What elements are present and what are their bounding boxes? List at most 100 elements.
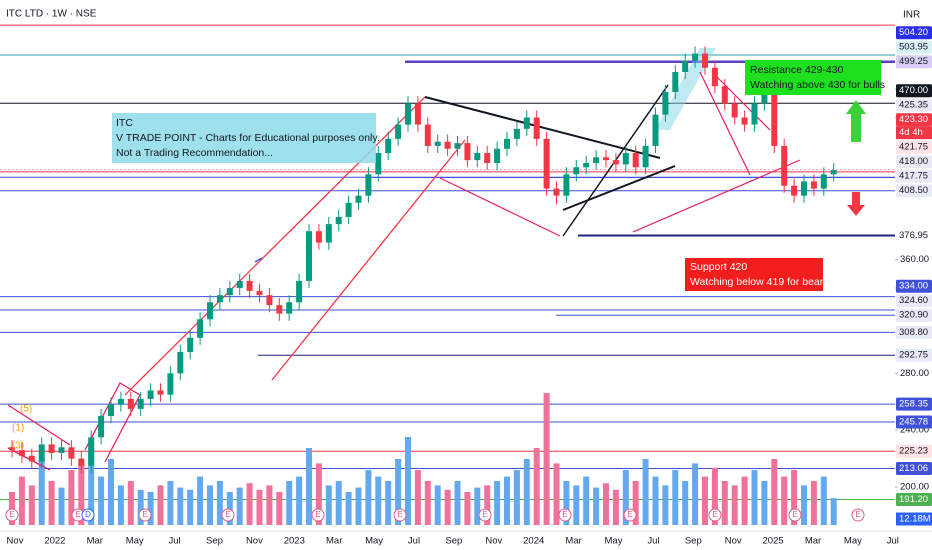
price-label-text: 191.20 bbox=[899, 494, 928, 505]
x-tick-label: Nov bbox=[485, 536, 502, 547]
candle-body bbox=[563, 174, 570, 196]
earnings-marker-bg bbox=[221, 508, 235, 522]
candle-body bbox=[345, 202, 352, 217]
price-label-text: 418.00 bbox=[899, 156, 928, 167]
candle-body bbox=[652, 114, 659, 146]
price-label: 334.00 bbox=[896, 279, 932, 293]
price-label-text: 258.35 bbox=[899, 399, 928, 410]
earnings-marker: E bbox=[627, 510, 632, 519]
earnings-marker-bg bbox=[788, 508, 802, 522]
info-text: Not a Trading Recommendation... bbox=[116, 147, 273, 159]
channel-fill bbox=[655, 48, 716, 130]
volume-bar bbox=[751, 470, 758, 525]
volume-bar bbox=[355, 487, 362, 525]
x-tick-label: Mar bbox=[87, 536, 103, 547]
candle-body bbox=[583, 162, 590, 168]
x-tick-label: May bbox=[844, 536, 862, 547]
volume-bar bbox=[434, 485, 441, 525]
candle-body bbox=[58, 447, 65, 453]
volume-bar bbox=[167, 481, 174, 525]
countdown: 4d 4h bbox=[899, 127, 923, 138]
price-label: 308.80 bbox=[896, 325, 932, 339]
candle-body bbox=[612, 160, 619, 165]
candle-body bbox=[9, 447, 15, 451]
wave-label: (5) bbox=[20, 404, 32, 415]
volume-bar bbox=[58, 487, 65, 525]
price-label-text: 408.50 bbox=[899, 185, 928, 196]
earnings-marker: E bbox=[562, 510, 567, 519]
candle-body bbox=[513, 128, 520, 139]
candle-body bbox=[454, 143, 461, 149]
x-tick-label: Mar bbox=[326, 536, 342, 547]
volume-bar bbox=[444, 489, 451, 525]
candle-body bbox=[593, 157, 600, 163]
candle-body bbox=[494, 148, 501, 163]
earnings-marker: E bbox=[855, 510, 860, 519]
price-label-text: 499.25 bbox=[899, 56, 928, 67]
candle-body bbox=[177, 352, 184, 374]
candle-body bbox=[117, 398, 124, 405]
volume-label-box bbox=[896, 512, 932, 526]
price-label: 499.25 bbox=[896, 55, 932, 69]
price-label-text: 423.30 bbox=[899, 114, 928, 125]
earnings-marker-bg bbox=[138, 508, 152, 522]
price-label-text: 225.23 bbox=[899, 446, 928, 457]
price-label-box bbox=[896, 444, 932, 458]
volume-bar bbox=[325, 485, 332, 525]
resistance-text: Watching above 430 for bulls bbox=[750, 79, 885, 91]
volume-bar bbox=[513, 470, 520, 525]
earnings-marker: E bbox=[712, 510, 717, 519]
candle-body bbox=[533, 117, 540, 139]
price-label-box bbox=[896, 155, 932, 169]
candle-body bbox=[810, 181, 817, 189]
volume-bar bbox=[771, 459, 778, 525]
x-tick-label: 2022 bbox=[44, 536, 65, 547]
volume-bar bbox=[48, 481, 55, 525]
resistance-box: Resistance 429-430 Watching above 430 fo… bbox=[745, 60, 885, 95]
support-text: Watching below 419 for bears bbox=[690, 276, 829, 288]
candle-body bbox=[315, 231, 322, 243]
candle-body bbox=[484, 153, 491, 163]
earnings-marker: E bbox=[315, 510, 320, 519]
x-tick-label: Nov bbox=[725, 536, 742, 547]
earnings-marker: E bbox=[142, 510, 147, 519]
earnings-marker-bg bbox=[708, 508, 722, 522]
candle-body bbox=[771, 91, 778, 146]
earnings-marker-bg bbox=[5, 508, 19, 522]
volume-bar bbox=[38, 459, 45, 525]
volume-bar bbox=[137, 489, 144, 525]
earnings-marker-bg bbox=[558, 508, 572, 522]
candle-body bbox=[682, 60, 689, 73]
trend-line bbox=[7, 404, 71, 446]
price-label-text: 421.75 bbox=[899, 142, 928, 153]
price-label-text: 503.95 bbox=[899, 42, 928, 53]
price-label: 324.60 bbox=[896, 294, 932, 308]
price-label-box bbox=[896, 229, 932, 243]
candle-body bbox=[672, 72, 679, 92]
resistance-box-bg bbox=[745, 60, 881, 95]
x-tick-label: Nov bbox=[246, 536, 263, 547]
volume-bar bbox=[117, 485, 124, 525]
price-label-box bbox=[896, 279, 932, 293]
trend-line bbox=[699, 71, 751, 176]
volume-bar bbox=[692, 463, 699, 525]
price-label-text: 425.35 bbox=[899, 100, 928, 111]
volume-bar bbox=[424, 481, 431, 525]
price-label-box bbox=[896, 294, 932, 308]
volume-bar bbox=[603, 483, 609, 525]
candle-body bbox=[434, 141, 441, 146]
candle-body bbox=[464, 143, 471, 161]
price-label-box bbox=[896, 55, 932, 69]
volume-bar bbox=[563, 481, 570, 525]
volume-bar bbox=[593, 487, 600, 525]
candle-body bbox=[702, 53, 708, 68]
earnings-marker-bg bbox=[478, 508, 492, 522]
earnings-marker-bg bbox=[623, 508, 637, 522]
x-tick-label: Jul bbox=[647, 536, 659, 547]
info-box: ITC V TRADE POINT - Charts for Education… bbox=[112, 113, 380, 163]
volume-bar bbox=[553, 463, 560, 525]
candle-body bbox=[632, 153, 639, 168]
volume-bar bbox=[296, 476, 303, 525]
earnings-marker: E bbox=[397, 510, 402, 519]
wave-label: (3) bbox=[12, 441, 24, 452]
